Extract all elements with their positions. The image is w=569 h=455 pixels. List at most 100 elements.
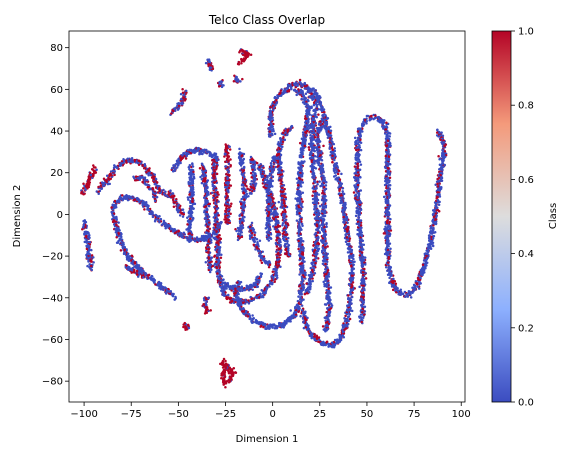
point-class-0	[120, 240, 123, 243]
point-class-0	[197, 239, 200, 243]
point-class-0	[166, 195, 169, 198]
point-class-0	[177, 233, 181, 237]
point-class-0	[242, 157, 246, 161]
point-class-0	[186, 196, 190, 199]
point-class-0	[297, 224, 300, 228]
point-class-0	[124, 197, 127, 201]
point-class-0	[226, 188, 229, 192]
point-class-0	[135, 160, 139, 164]
point-class-0	[248, 235, 252, 238]
point-class-0	[84, 188, 87, 191]
point-class-1	[145, 171, 148, 174]
point-class-0	[89, 256, 92, 260]
point-class-0	[274, 223, 277, 227]
point-class-0	[187, 215, 191, 218]
point-class-1	[141, 180, 144, 184]
point-class-0	[141, 203, 144, 207]
point-class-0	[185, 154, 189, 158]
point-class-0	[267, 192, 271, 195]
point-class-1	[172, 200, 175, 204]
point-class-0	[157, 283, 161, 287]
point-class-0	[270, 164, 273, 168]
point-class-0	[185, 228, 188, 231]
point-class-0	[169, 190, 172, 193]
point-class-0	[207, 253, 211, 257]
point-class-0	[282, 206, 286, 210]
point-class-0	[215, 214, 218, 218]
point-class-1	[150, 176, 154, 179]
point-class-1	[85, 185, 89, 188]
point-class-0	[202, 184, 206, 187]
point-class-1	[305, 117, 308, 120]
point-class-0	[278, 168, 281, 172]
point-class-0	[193, 239, 197, 243]
point-class-0	[296, 207, 300, 211]
point-class-0	[299, 271, 303, 274]
point-class-0	[303, 124, 307, 127]
point-class-0	[95, 168, 98, 171]
point-class-0	[294, 197, 297, 200]
point-class-0	[163, 224, 167, 227]
point-class-0	[111, 169, 115, 173]
point-class-1	[208, 227, 212, 231]
point-class-0	[115, 231, 118, 234]
point-class-0	[204, 169, 207, 172]
point-class-0	[215, 233, 218, 236]
point-class-1	[153, 197, 157, 201]
point-class-0	[187, 152, 190, 155]
point-class-0	[301, 148, 304, 152]
point-class-1	[184, 157, 188, 160]
point-class-1	[109, 174, 113, 177]
point-class-0	[277, 221, 280, 224]
point-class-0	[206, 236, 209, 240]
point-class-0	[178, 231, 181, 235]
point-class-0	[256, 242, 259, 246]
point-class-0	[85, 256, 89, 259]
point-class-0	[301, 161, 305, 165]
point-class-0	[286, 236, 290, 240]
point-class-0	[90, 176, 94, 180]
point-class-0	[253, 175, 256, 178]
point-class-1	[134, 175, 138, 178]
point-class-0	[223, 282, 226, 285]
point-class-1	[237, 235, 240, 238]
point-class-0	[196, 148, 199, 152]
point-class-0	[189, 207, 193, 210]
point-class-0	[298, 190, 302, 193]
point-class-0	[271, 202, 274, 206]
point-class-1	[246, 315, 250, 318]
point-class-0	[178, 161, 181, 165]
point-class-1	[280, 186, 284, 190]
point-class-1	[305, 129, 309, 133]
point-class-0	[208, 265, 212, 269]
point-class-0	[209, 258, 212, 262]
point-class-0	[297, 162, 300, 165]
point-class-1	[255, 245, 258, 249]
point-class-0	[164, 287, 168, 290]
point-class-0	[279, 206, 282, 209]
point-class-0	[204, 260, 208, 264]
point-class-0	[294, 311, 298, 314]
point-class-0	[156, 184, 160, 188]
point-class-0	[256, 275, 260, 278]
chart-title: Telco Class Overlap	[208, 13, 325, 27]
point-class-0	[243, 288, 247, 292]
point-class-0	[277, 200, 281, 204]
point-class-0	[85, 232, 88, 235]
point-class-1	[189, 151, 193, 155]
point-class-0	[117, 221, 120, 224]
point-class-0	[82, 223, 86, 227]
point-class-1	[225, 145, 228, 148]
point-class-0	[271, 275, 275, 279]
point-class-1	[296, 183, 300, 187]
point-class-0	[212, 196, 215, 199]
point-class-0	[264, 184, 268, 188]
point-class-0	[193, 149, 196, 153]
point-class-0	[267, 327, 271, 330]
point-class-0	[127, 160, 130, 163]
point-class-0	[240, 231, 243, 234]
point-class-0	[130, 261, 133, 265]
point-class-0	[263, 322, 266, 326]
point-class-1	[277, 247, 280, 250]
point-class-0	[300, 155, 303, 159]
